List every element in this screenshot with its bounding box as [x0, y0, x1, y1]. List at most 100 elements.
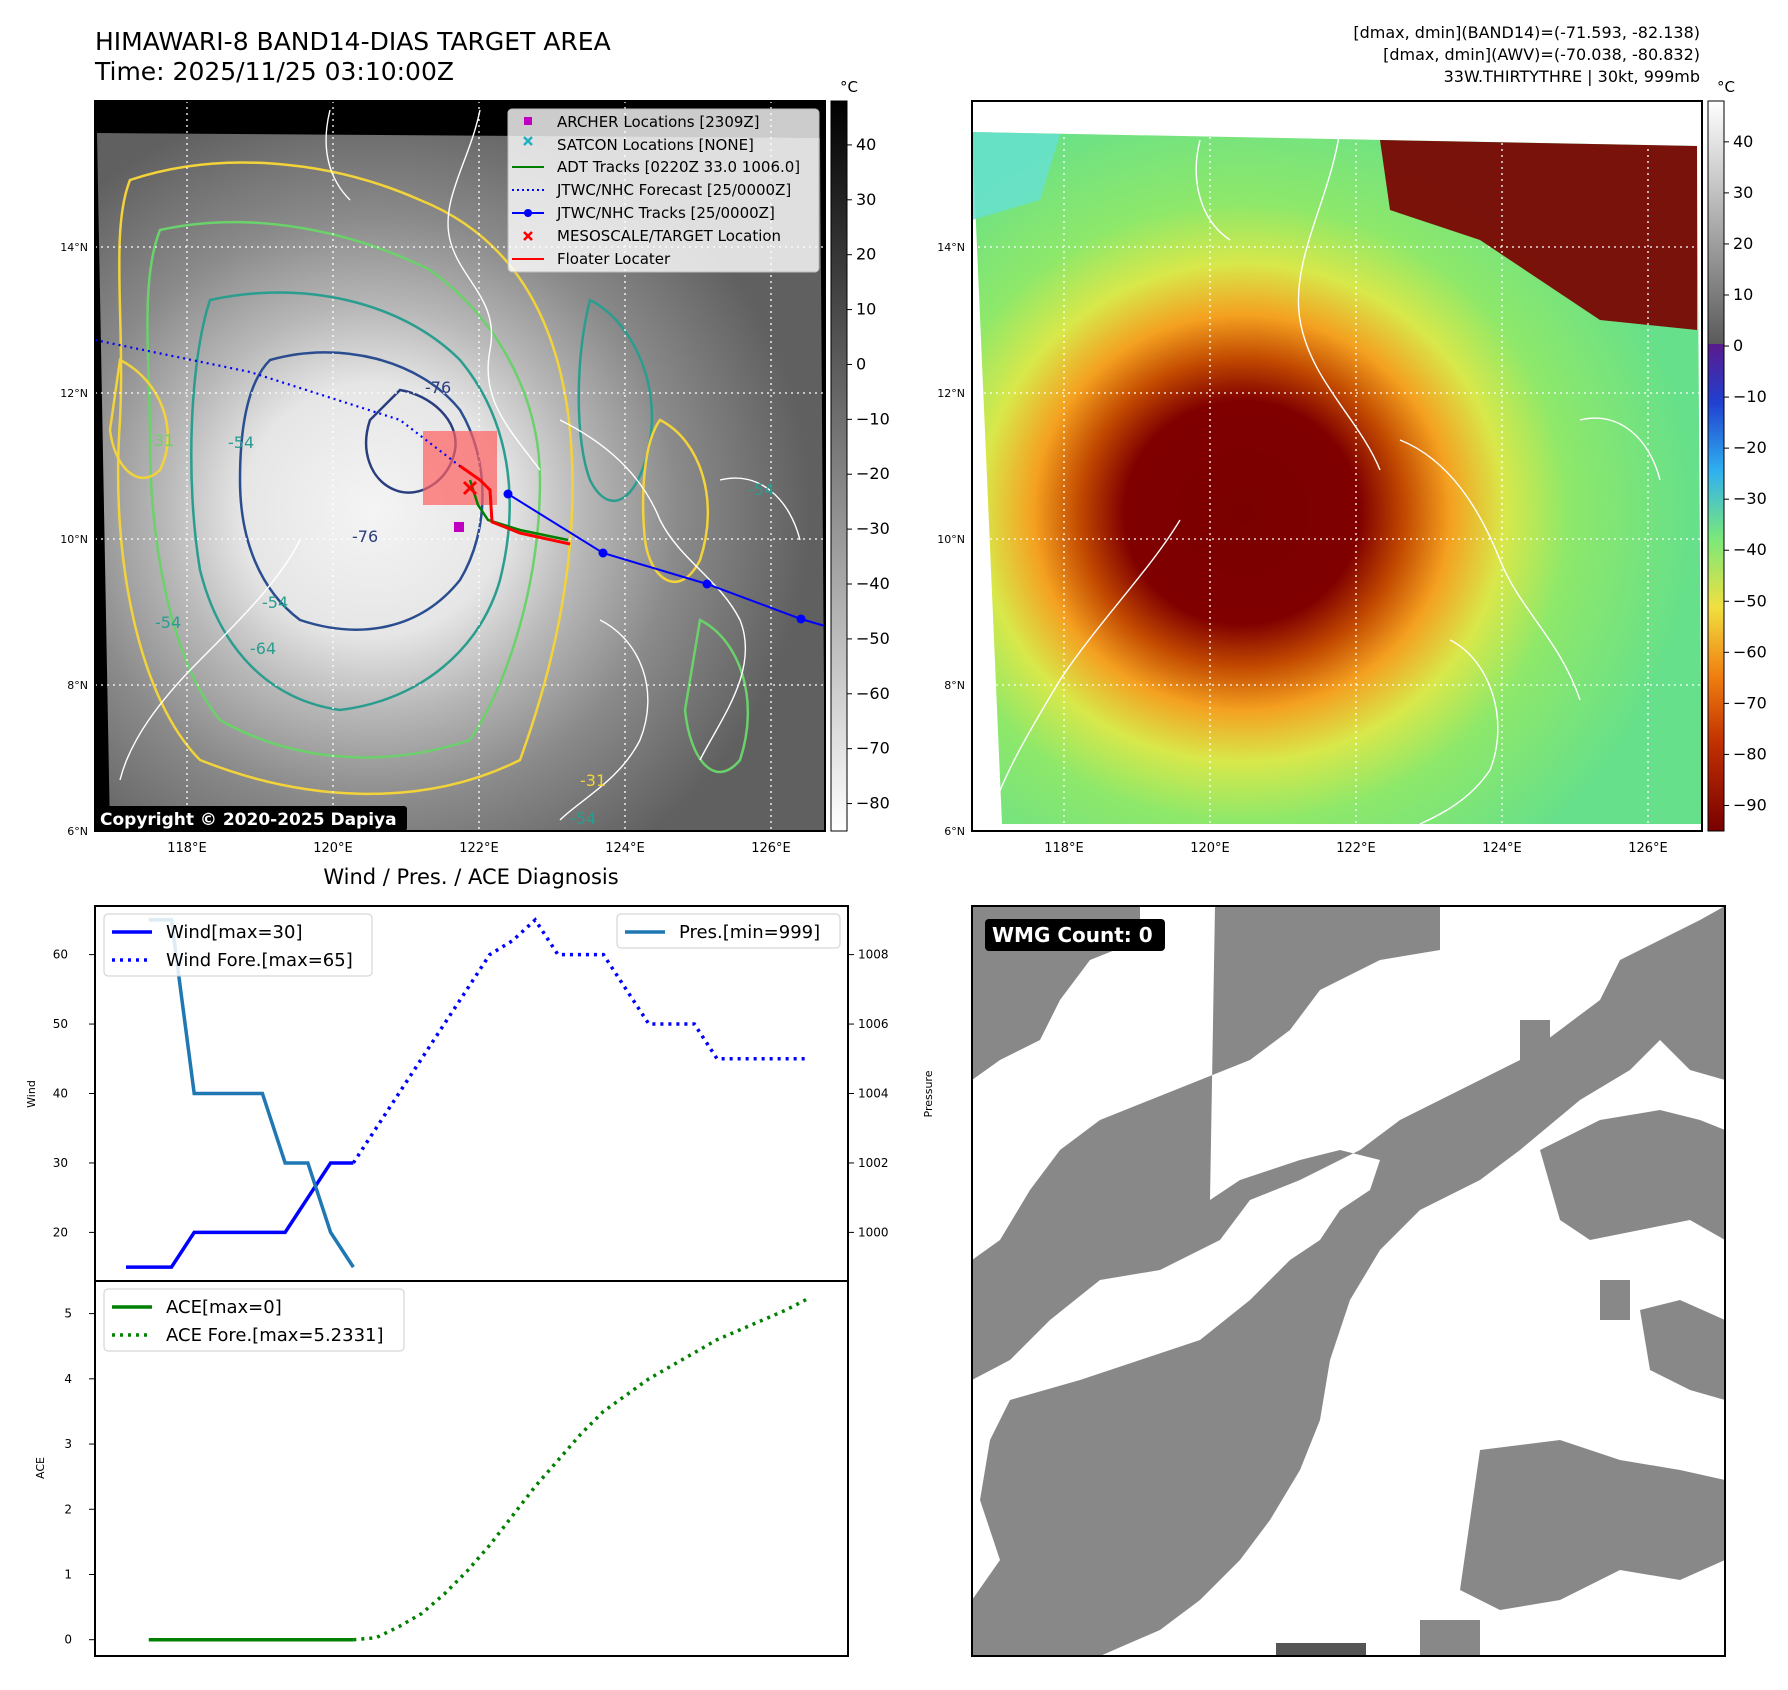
ace-y-tick-label: 1: [64, 1567, 72, 1581]
pressure-y-tick-label: 1006: [858, 1017, 889, 1031]
awv-colorbar-ramp-cold: [1708, 344, 1724, 831]
lon-tick: 118°E: [167, 841, 207, 856]
ir-map-frame: [94, 100, 826, 832]
figure-time: Time: 2025/11/25 03:10:00Z: [94, 57, 454, 86]
ace-legend: ACE[max=0] ACE Fore.[max=5.2331]: [103, 1288, 405, 1352]
contour-label: -64: [250, 639, 276, 658]
colorbar-tick-label: −50: [856, 629, 890, 648]
info-line-storm: 33W.THIRTYTHRE | 30kt, 999mb: [1444, 67, 1700, 86]
series-line: [351, 917, 808, 1164]
wmg-cloud-mask: [972, 906, 1725, 1656]
copyright-text: Copyright © 2020-2025 Dapiya: [100, 810, 397, 830]
lat-tick: 10°N: [937, 533, 965, 546]
wind-ylabel: Wind: [25, 1080, 38, 1108]
colorbar-tick-label: 10: [1733, 285, 1753, 304]
contour-label: -54: [262, 593, 288, 612]
awv-colorbar-unit: °C: [1717, 78, 1735, 96]
colorbar-tick-label: −40: [1733, 540, 1767, 559]
mesoscale-target-box: [423, 431, 497, 505]
colorbar-tick-label: −90: [1733, 795, 1767, 814]
pressure-y-tick-label: 1000: [858, 1225, 889, 1239]
jtwc-forecast-track: [94, 338, 466, 471]
lon-tick: 126°E: [751, 841, 791, 856]
legend-archer: ARCHER Locations [2309Z]: [557, 113, 760, 131]
header: HIMAWARI-8 BAND14-DIAS TARGET AREA Time:…: [94, 23, 1700, 86]
ace-y-tick-label: 3: [64, 1437, 72, 1451]
storm-tracks: [94, 338, 826, 627]
wmg-panel: WMG Count: 0: [971, 905, 1726, 1657]
awv-image-footprint: [972, 132, 1702, 824]
colorbar-tick-label: −80: [856, 794, 890, 813]
lat-tick: 12°N: [937, 387, 965, 400]
contour-label: -54: [228, 433, 254, 452]
contour-label: -54: [570, 809, 596, 828]
legend-floater: Floater Locater: [557, 250, 671, 268]
ir-map-lon-ticks: 118°E 120°E 122°E 124°E 126°E: [167, 841, 791, 856]
lat-tick: 14°N: [60, 241, 88, 254]
info-line-band14: [dmax, dmin](BAND14)=(-71.593, -82.138): [1353, 23, 1700, 42]
lon-tick: 126°E: [1628, 841, 1668, 856]
awv-map-gridlines: [972, 101, 1702, 831]
contour-label: -31: [148, 431, 174, 450]
awv-map-lon-ticks: 118°E 120°E 122°E 124°E 126°E: [1044, 841, 1668, 856]
wmg-count-label: WMG Count: 0: [992, 923, 1153, 947]
contour-label: -54: [748, 480, 774, 499]
lat-tick: 8°N: [944, 679, 965, 692]
colorbar-tick-label: 0: [856, 354, 866, 373]
colorbar-tick-label: 20: [1733, 234, 1753, 253]
figure-title: HIMAWARI-8 BAND14-DIAS TARGET AREA: [95, 27, 611, 56]
coastlines: [119, 109, 801, 821]
pressure-y-ticks: 1000 1002 1004 1006 1008: [848, 948, 889, 1239]
awv-map-lat-ticks: 14°N 12°N 10°N 8°N 6°N: [937, 241, 965, 838]
info-line-awv: [dmax, dmin](AWV)=(-70.038, -80.832): [1383, 45, 1700, 64]
colorbar-tick-label: −70: [1733, 693, 1767, 712]
mesoscale-target-marker: [462, 480, 478, 496]
map-legend-box: [507, 108, 820, 273]
series-line: [148, 918, 355, 1269]
colorbar-tick-label: −60: [856, 684, 890, 703]
colorbar-tick-label: −60: [1733, 642, 1767, 661]
lon-tick: 122°E: [459, 841, 499, 856]
copyright-box: [95, 806, 407, 831]
lat-tick: 14°N: [937, 241, 965, 254]
jtwc-track-points: [503, 489, 806, 624]
wind-y-tick-label: 60: [53, 948, 68, 962]
ir-map-panel: -76 -76 -31 -54 -54 -64 -54 -54 -31 -54: [60, 100, 826, 856]
awv-map-panel: 14°N 12°N 10°N 8°N 6°N 118°E 120°E 122°E…: [937, 100, 1703, 856]
legend-jtwc-tracks: JTWC/NHC Tracks [25/0000Z]: [556, 204, 775, 222]
lon-tick: 120°E: [1190, 841, 1230, 856]
wind-y-tick-label: 30: [53, 1156, 68, 1170]
wmg-panel-frame: [971, 905, 1726, 1657]
lon-tick: 124°E: [605, 841, 645, 856]
ir-colorbar-unit: °C: [840, 78, 858, 96]
legend-pressure: Pres.[min=999]: [679, 922, 820, 943]
contour-label: -54: [155, 613, 181, 632]
legend-satcon: SATCON Locations [NONE]: [557, 136, 754, 154]
legend-wind: Wind[max=30]: [166, 922, 303, 943]
contour-label: -31: [580, 771, 606, 790]
colorbar-tick-label: −10: [1733, 387, 1767, 406]
legend-wind-fore: Wind Fore.[max=65]: [166, 950, 353, 971]
colorbar-tick-label: 30: [1733, 183, 1753, 202]
awv-colorbar-ramp-warm: [1708, 101, 1724, 344]
wind-y-tick-label: 20: [53, 1225, 68, 1239]
lat-tick: 6°N: [67, 825, 88, 838]
map-legend: ARCHER Locations [2309Z] SATCON Location…: [507, 108, 820, 273]
awv-map-frame: [971, 100, 1703, 832]
colorbar-tick-label: −30: [856, 519, 890, 538]
colorbar-tick-label: −80: [1733, 744, 1767, 763]
colorbar-tick-label: −20: [856, 464, 890, 483]
ace-y-tick-label: 2: [64, 1502, 72, 1516]
wind-y-tick-label: 40: [53, 1087, 68, 1101]
wind-legend: Wind[max=30] Wind Fore.[max=65]: [103, 913, 373, 977]
series-line: [353, 1297, 809, 1642]
contour-labels: -76 -76 -31 -54 -54 -64 -54 -54 -31 -54: [148, 378, 774, 828]
lon-tick: 120°E: [313, 841, 353, 856]
pressure-y-tick-label: 1008: [858, 948, 889, 962]
archer-location-marker: [454, 522, 464, 532]
pressure-legend: Pres.[min=999]: [616, 913, 841, 949]
colorbar-tick-label: −70: [856, 739, 890, 758]
colorbar-tick-label: −10: [856, 409, 890, 428]
